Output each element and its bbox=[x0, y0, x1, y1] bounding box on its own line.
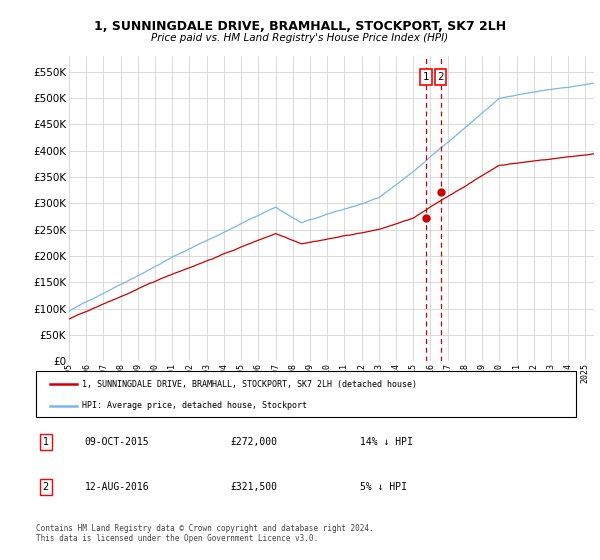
Text: 1: 1 bbox=[43, 437, 49, 447]
Text: 12-AUG-2016: 12-AUG-2016 bbox=[85, 482, 149, 492]
Text: 09-OCT-2015: 09-OCT-2015 bbox=[85, 437, 149, 447]
Text: Contains HM Land Registry data © Crown copyright and database right 2024.
This d: Contains HM Land Registry data © Crown c… bbox=[36, 524, 374, 543]
Text: 2: 2 bbox=[43, 482, 49, 492]
Text: 5% ↓ HPI: 5% ↓ HPI bbox=[360, 482, 407, 492]
Text: HPI: Average price, detached house, Stockport: HPI: Average price, detached house, Stoc… bbox=[82, 401, 307, 410]
Text: 14% ↓ HPI: 14% ↓ HPI bbox=[360, 437, 413, 447]
Text: 1: 1 bbox=[423, 72, 430, 82]
Text: £272,000: £272,000 bbox=[230, 437, 277, 447]
Text: 2: 2 bbox=[437, 72, 444, 82]
Text: Price paid vs. HM Land Registry's House Price Index (HPI): Price paid vs. HM Land Registry's House … bbox=[151, 33, 449, 43]
Text: £321,500: £321,500 bbox=[230, 482, 277, 492]
Text: 1, SUNNINGDALE DRIVE, BRAMHALL, STOCKPORT, SK7 2LH: 1, SUNNINGDALE DRIVE, BRAMHALL, STOCKPOR… bbox=[94, 20, 506, 34]
Text: 1, SUNNINGDALE DRIVE, BRAMHALL, STOCKPORT, SK7 2LH (detached house): 1, SUNNINGDALE DRIVE, BRAMHALL, STOCKPOR… bbox=[82, 380, 417, 389]
